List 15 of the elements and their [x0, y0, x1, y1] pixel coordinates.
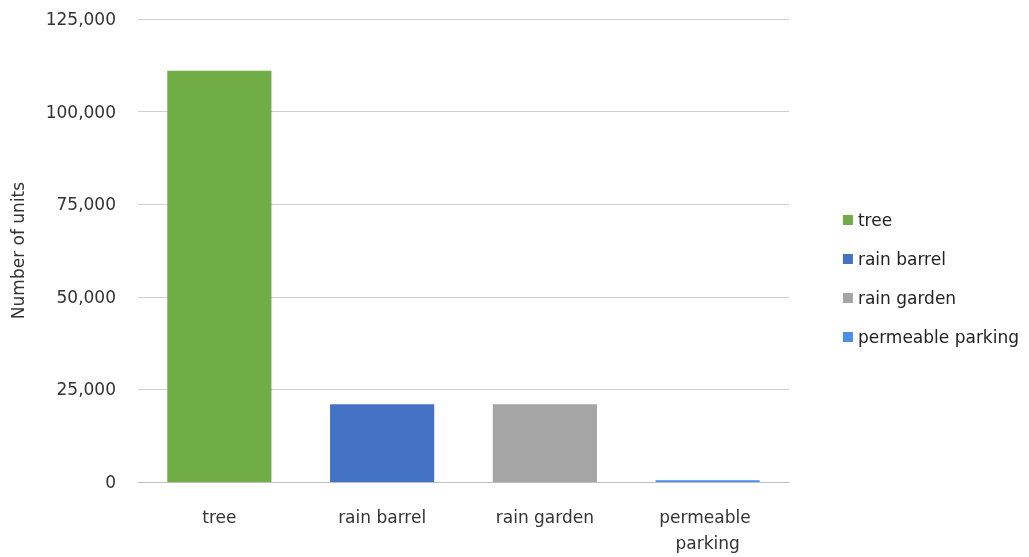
legend-label: rain barrel — [857, 249, 946, 269]
y-tick-label: 25,000 — [56, 379, 116, 400]
x-tick-label: permeable parking — [659, 507, 757, 553]
y-tick-label: 0 — [105, 472, 116, 492]
legend-label: tree — [857, 210, 893, 230]
y-axis-title: Number of units — [7, 181, 28, 320]
x-tick-label: rain barrel — [338, 507, 427, 527]
y-tick-label: 75,000 — [56, 194, 116, 215]
y-tick-label: 100,000 — [45, 101, 116, 122]
x-tick-label: rain garden — [495, 507, 594, 527]
legend-label: permeable parking — [857, 327, 1020, 347]
y-tick-label: 125,000 — [45, 9, 116, 29]
legend-label: rain garden — [857, 288, 957, 308]
x-tick-label: tree — [202, 507, 237, 527]
y-tick-label: 50,000 — [56, 286, 116, 307]
